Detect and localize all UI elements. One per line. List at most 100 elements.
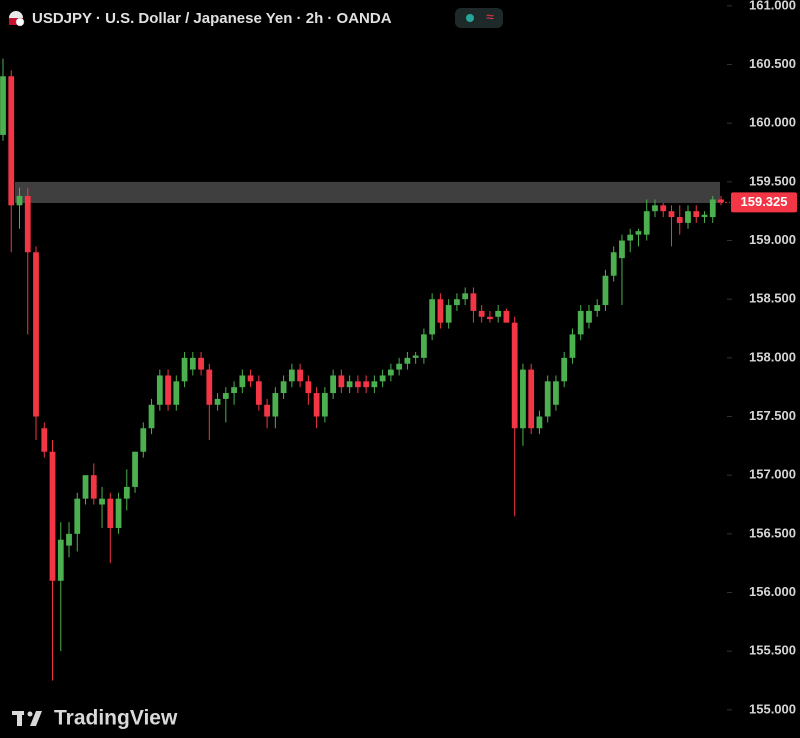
candle-body bbox=[49, 451, 56, 581]
candle-body bbox=[16, 195, 23, 206]
candle-body bbox=[478, 310, 485, 317]
candle-body bbox=[371, 381, 378, 388]
candle-body bbox=[140, 428, 147, 452]
y-tick-label: 160.500 bbox=[749, 56, 796, 71]
candle-body bbox=[709, 199, 716, 218]
candle-body bbox=[132, 451, 138, 487]
candle-body bbox=[693, 211, 700, 218]
candle-body bbox=[247, 375, 254, 382]
candle-body bbox=[346, 381, 353, 388]
candle-body bbox=[627, 234, 634, 241]
candle-body bbox=[660, 205, 667, 212]
candle-body bbox=[619, 240, 625, 259]
candle-body bbox=[115, 498, 122, 528]
symbol-icon bbox=[9, 11, 25, 27]
candle-body bbox=[0, 76, 6, 135]
candle-body bbox=[338, 375, 345, 388]
watermark-logo bbox=[12, 711, 42, 726]
candle-body bbox=[685, 211, 691, 223]
candle-body bbox=[288, 369, 295, 382]
candle-body bbox=[668, 211, 675, 218]
candle-body bbox=[594, 305, 601, 311]
y-tick-label: 157.000 bbox=[749, 467, 796, 482]
candle-body bbox=[255, 381, 262, 405]
candle-body bbox=[123, 486, 130, 499]
candle-body bbox=[602, 275, 609, 306]
candle-body bbox=[239, 375, 246, 388]
candle-body bbox=[57, 539, 64, 581]
candle-body bbox=[701, 214, 708, 218]
candle-body bbox=[181, 357, 188, 382]
candle-body bbox=[214, 398, 221, 405]
candle-body bbox=[165, 375, 171, 405]
y-tick-label: 156.500 bbox=[749, 525, 796, 540]
candle-body bbox=[264, 404, 270, 417]
candle-body bbox=[635, 231, 642, 235]
candle-body bbox=[90, 475, 97, 499]
candle-body bbox=[222, 393, 229, 399]
candle-body bbox=[503, 310, 510, 323]
candle-body bbox=[437, 299, 444, 323]
candle-body bbox=[173, 381, 180, 405]
candle-body bbox=[74, 498, 81, 534]
candle-body bbox=[586, 310, 592, 323]
candle-body bbox=[429, 299, 436, 335]
candle-body bbox=[272, 393, 279, 417]
y-tick-label: 160.000 bbox=[749, 115, 796, 130]
candle-body bbox=[280, 381, 287, 394]
candle-body bbox=[297, 369, 303, 382]
y-tick-label: 159.500 bbox=[749, 173, 796, 188]
chart-title: USDJPY · U.S. Dollar / Japanese Yen · 2h… bbox=[32, 10, 392, 27]
candle-body bbox=[206, 369, 213, 405]
y-tick-label: 158.500 bbox=[749, 291, 796, 306]
candle-body bbox=[330, 375, 337, 394]
candle-body bbox=[404, 357, 411, 364]
candle-body bbox=[676, 217, 683, 223]
candle-body bbox=[354, 381, 361, 388]
candle-body bbox=[305, 381, 312, 394]
candle-body bbox=[82, 475, 89, 499]
candle-body bbox=[231, 387, 237, 394]
candle-body bbox=[561, 357, 568, 382]
last-price-label: 159.325 bbox=[741, 194, 788, 209]
candle-body bbox=[99, 498, 105, 505]
candle-body bbox=[544, 381, 551, 417]
candle-body bbox=[66, 533, 72, 546]
candle-body bbox=[718, 199, 724, 203]
candle-body bbox=[520, 369, 526, 429]
candle-body bbox=[652, 205, 658, 212]
candle-body bbox=[24, 195, 31, 253]
candle-body bbox=[379, 375, 386, 382]
candle-body bbox=[470, 293, 477, 311]
last-price-box bbox=[731, 192, 797, 213]
candle-body bbox=[412, 355, 419, 358]
candle-body bbox=[321, 393, 328, 417]
candle-body bbox=[553, 381, 559, 405]
y-tick-label: 161.000 bbox=[749, 0, 796, 12]
candle-body bbox=[643, 211, 650, 235]
candle-body bbox=[495, 310, 502, 317]
candle-body bbox=[41, 428, 48, 452]
y-tick-label: 158.000 bbox=[749, 349, 796, 364]
candle-body bbox=[107, 498, 114, 528]
candle-body bbox=[577, 310, 584, 335]
y-tick-label: 155.500 bbox=[749, 643, 796, 658]
y-tick-label: 159.000 bbox=[749, 232, 796, 247]
y-tick-label: 157.500 bbox=[749, 408, 796, 423]
candle-body bbox=[610, 252, 617, 276]
candle-body bbox=[33, 252, 39, 417]
y-tick-label: 155.000 bbox=[749, 701, 796, 716]
candle-body bbox=[536, 416, 543, 429]
watermark: TradingView bbox=[54, 707, 178, 730]
candle-body bbox=[454, 299, 460, 306]
candle-body bbox=[198, 357, 204, 370]
y-tick-label: 156.000 bbox=[749, 584, 796, 599]
price-zone bbox=[15, 181, 720, 203]
candle-body bbox=[313, 393, 320, 417]
candle-body bbox=[363, 381, 370, 388]
candle-body bbox=[569, 334, 576, 358]
svg-text:≈: ≈ bbox=[486, 9, 494, 25]
candle-body bbox=[387, 369, 394, 376]
candle-body bbox=[156, 375, 163, 405]
